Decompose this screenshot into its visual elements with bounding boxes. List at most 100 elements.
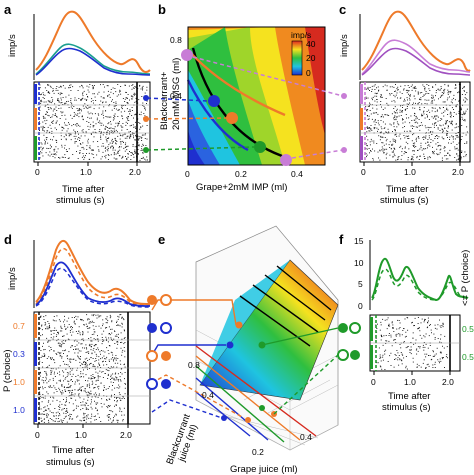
spike-dot xyxy=(105,101,107,103)
spike-dot xyxy=(404,85,406,87)
spike-dot xyxy=(60,111,62,113)
spike-dot xyxy=(122,135,124,137)
spike-dot xyxy=(53,385,55,387)
spike-dot xyxy=(59,380,61,382)
spike-dot xyxy=(402,107,403,108)
spike-dot xyxy=(74,381,76,383)
spike-dot xyxy=(82,87,84,89)
spike-dot xyxy=(50,370,52,372)
spike-dot xyxy=(439,107,441,109)
spike-dot xyxy=(119,386,121,388)
spike-dot xyxy=(433,356,435,357)
spike-dot xyxy=(84,405,86,407)
spike-dot xyxy=(365,106,367,107)
spike-dot xyxy=(382,318,384,320)
spike-dot xyxy=(439,341,441,343)
spike-dot xyxy=(450,142,452,144)
spike-dot xyxy=(411,120,413,121)
spike-dot xyxy=(423,94,425,96)
spike-dot xyxy=(65,377,67,379)
spike-dot xyxy=(434,363,436,365)
spike-dot xyxy=(61,126,63,128)
spike-dot xyxy=(132,144,134,145)
spike-dot xyxy=(133,92,135,94)
spike-dot xyxy=(72,394,74,396)
spike-dot xyxy=(430,142,432,143)
spike-dot xyxy=(82,146,84,148)
spike-dot xyxy=(129,109,131,111)
spike-dot xyxy=(455,148,457,150)
spike-dot xyxy=(107,369,109,371)
spike-dot xyxy=(69,330,71,331)
spike-dot xyxy=(375,338,377,339)
spike-dot xyxy=(92,365,94,367)
spike-dot xyxy=(94,419,96,421)
spike-dot xyxy=(40,102,42,104)
spike-dot xyxy=(50,138,52,140)
spike-dot xyxy=(61,115,63,116)
spike-dot xyxy=(139,159,141,161)
spike-dot xyxy=(404,147,406,149)
spike-dot xyxy=(464,113,466,115)
spike-dot xyxy=(115,414,117,416)
spike-dot xyxy=(51,100,53,102)
spike-dot xyxy=(395,335,397,337)
spike-dot xyxy=(57,99,59,101)
spike-dot xyxy=(423,359,425,361)
spike-dot xyxy=(98,394,100,396)
spike-dot xyxy=(428,119,430,120)
spike-dot xyxy=(95,396,97,398)
spike-dot xyxy=(103,97,105,99)
spike-dot xyxy=(106,141,108,143)
spike-dot xyxy=(122,108,123,110)
spike-dot xyxy=(422,137,424,139)
spike-dot xyxy=(447,89,449,91)
spike-dot xyxy=(405,367,407,369)
spike-dot xyxy=(47,154,49,156)
a-teal-trace xyxy=(35,43,151,75)
spike-dot xyxy=(87,364,89,366)
spike-dot xyxy=(430,139,432,140)
spike-dot xyxy=(84,364,86,366)
spike-dot xyxy=(414,317,416,319)
spike-dot xyxy=(79,332,81,334)
spike-dot xyxy=(455,123,457,125)
spike-dot xyxy=(65,410,67,412)
spike-dot xyxy=(119,394,121,395)
spike-dot xyxy=(466,108,468,110)
spike-dot xyxy=(49,410,51,412)
spike-dot xyxy=(48,101,50,103)
spike-dot xyxy=(61,112,63,114)
spike-dot xyxy=(425,91,427,92)
spike-dot xyxy=(55,88,57,89)
spike-dot xyxy=(105,146,107,148)
spike-dot xyxy=(127,102,129,104)
spike-dot xyxy=(63,335,65,337)
spike-dot xyxy=(123,407,125,409)
spike-dot xyxy=(93,387,95,389)
spike-dot xyxy=(50,153,52,155)
spike-dot xyxy=(381,128,383,130)
spike-dot xyxy=(110,316,112,318)
spike-dot xyxy=(138,139,140,141)
spike-dot xyxy=(112,359,114,361)
spike-dot xyxy=(406,108,408,109)
spike-dot xyxy=(438,153,440,155)
spike-dot xyxy=(142,85,144,87)
spike-dot xyxy=(100,138,102,140)
spike-dot xyxy=(390,365,392,366)
spike-dot xyxy=(369,105,370,107)
spike-dot xyxy=(122,134,124,136)
spike-dot xyxy=(76,405,78,407)
spike-dot xyxy=(421,124,423,126)
spike-dot xyxy=(401,111,403,113)
spike-dot xyxy=(64,326,66,328)
spike-dot xyxy=(133,126,135,128)
spike-dot xyxy=(410,342,412,343)
spike-dot xyxy=(117,109,119,111)
spike-dot xyxy=(373,142,375,144)
spike-dot xyxy=(433,126,435,128)
panel-c: imp/s 0 1.0 2.0 Time after stimulus (s) xyxy=(339,10,471,206)
spike-dot xyxy=(80,319,82,321)
spike-dot xyxy=(389,94,391,96)
